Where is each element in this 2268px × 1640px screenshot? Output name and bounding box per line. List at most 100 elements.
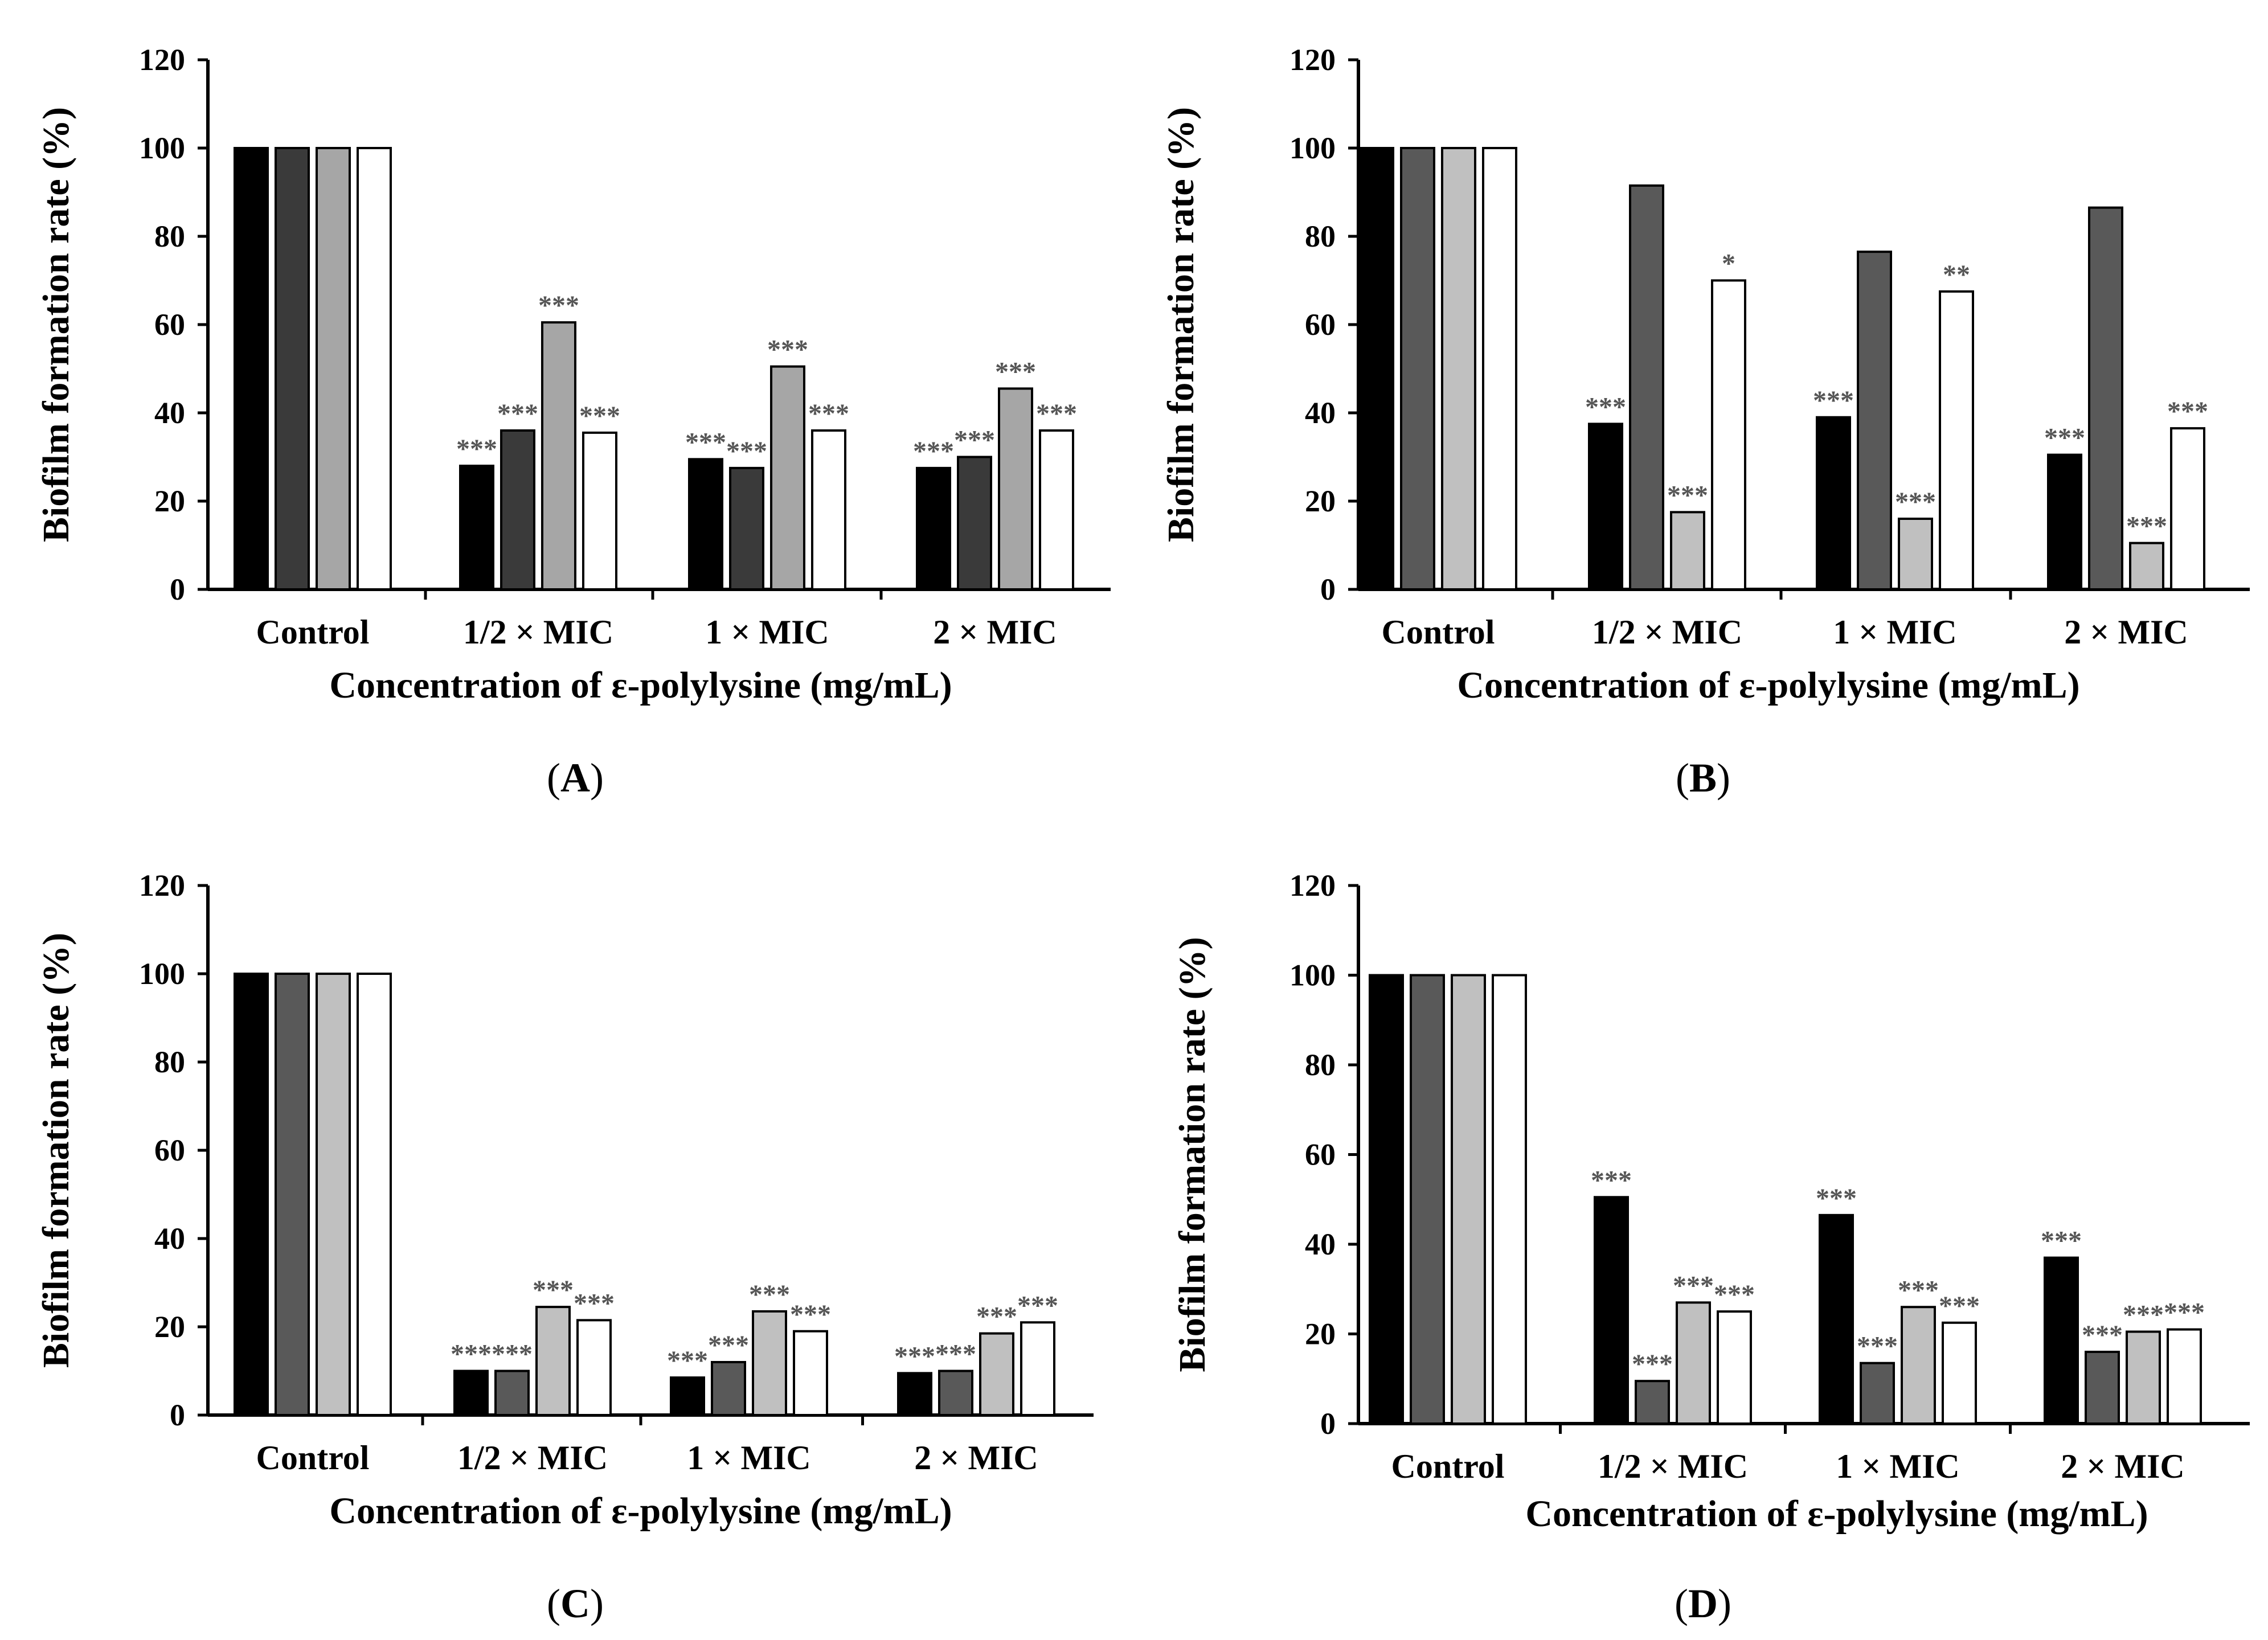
bar [1020, 1321, 1055, 1416]
bar [1819, 1213, 1854, 1425]
x-axis-label: Concentration of ε-polylysine (mg/mL) [1457, 665, 2079, 706]
x-tick-label: 2 × MIC [933, 613, 1057, 651]
bar [234, 973, 269, 1416]
y-tick-label: 100 [1289, 131, 1336, 165]
x-tick-label: 1/2 × MIC [1592, 613, 1742, 651]
bar [998, 387, 1033, 591]
significance-marker: *** [976, 1302, 1017, 1332]
significance-marker: *** [1036, 399, 1077, 429]
significance-marker: *** [1714, 1280, 1755, 1310]
significance-marker: *** [913, 436, 954, 466]
significance-marker: *** [954, 425, 995, 456]
x-axis-label: Concentration of ε-polylysine (mg/mL) [329, 665, 952, 706]
y-tick-label: 80 [154, 1045, 185, 1079]
bar [275, 973, 310, 1416]
panel-label-close: ) [1717, 755, 1730, 801]
y-tick-label: 120 [1289, 43, 1336, 77]
bar [1860, 1362, 1895, 1425]
bar [1492, 974, 1527, 1425]
bar [1635, 1380, 1670, 1425]
x-tick-label: 1 × MIC [1833, 613, 1957, 651]
significance-marker: *** [1898, 1275, 1939, 1305]
y-tick-label: 20 [154, 1310, 185, 1344]
significance-marker: *** [726, 436, 767, 466]
bar [316, 147, 351, 591]
significance-marker: *** [1673, 1270, 1714, 1301]
y-axis-label: Biofilm formation rate (%) [35, 107, 77, 542]
bar [811, 429, 846, 591]
bar [793, 1330, 828, 1416]
bar [1039, 429, 1074, 591]
y-tick-label: 80 [1305, 1048, 1336, 1082]
bar [1594, 1196, 1629, 1425]
y-tick-label: 0 [1320, 1407, 1336, 1441]
bar [2126, 1330, 2161, 1425]
x-tick-label: Control [1391, 1448, 1505, 1485]
x-tick-label: Control [1382, 613, 1495, 651]
x-tick-label: 2 × MIC [914, 1439, 1038, 1477]
y-tick-label: 20 [154, 484, 185, 518]
significance-marker: *** [667, 1346, 708, 1376]
significance-marker: *** [574, 1288, 615, 1318]
significance-marker: *** [935, 1339, 976, 1370]
panel-label-close: ) [590, 755, 604, 801]
bar [1816, 416, 1851, 591]
panel-label: (C) [547, 1581, 604, 1626]
panel-label-open: ( [547, 1581, 560, 1626]
x-tick-label: 2 × MIC [2064, 613, 2188, 651]
bar [459, 465, 494, 591]
significance-marker: *** [2044, 423, 2085, 453]
x-tick-label: 1/2 × MIC [463, 613, 613, 651]
bar [2085, 1351, 2120, 1425]
bar [2088, 206, 2123, 591]
bar [1369, 974, 1404, 1425]
significance-marker: *** [685, 427, 726, 457]
panel-label-open: ( [1676, 755, 1689, 801]
bar [1939, 290, 1974, 591]
panel-label: (A) [547, 755, 604, 801]
significance-marker: *** [790, 1299, 831, 1330]
significance-marker: * [1722, 249, 1735, 279]
y-tick-label: 60 [1305, 1138, 1336, 1172]
x-tick-label: Control [256, 613, 370, 651]
bar [1942, 1321, 1977, 1425]
bar [2170, 427, 2205, 591]
y-tick-label: 60 [154, 1133, 185, 1167]
bar [582, 431, 617, 591]
bar [316, 973, 351, 1416]
x-tick-label: 2 × MIC [2061, 1448, 2185, 1485]
significance-marker: *** [492, 1339, 533, 1370]
y-tick-label: 40 [1305, 1227, 1336, 1261]
x-axis-label: Concentration of ε-polylysine (mg/mL) [1525, 1493, 2148, 1535]
y-tick-label: 120 [1289, 868, 1336, 903]
significance-marker: *** [1813, 386, 1854, 416]
panel-label-close: ) [1718, 1581, 1731, 1626]
bar [357, 973, 392, 1416]
bar [1711, 279, 1746, 591]
significance-marker: *** [808, 399, 849, 429]
x-tick-label: 1 × MIC [705, 613, 829, 651]
significance-marker: *** [2123, 1300, 2164, 1330]
bar [1898, 518, 1933, 591]
significance-marker: *** [1816, 1183, 1857, 1213]
significance-marker: *** [708, 1330, 749, 1360]
bar [957, 456, 992, 591]
significance-marker: *** [749, 1280, 790, 1310]
y-tick-label: 120 [139, 868, 185, 903]
bar [357, 147, 392, 591]
bar [1441, 147, 1476, 591]
bar [979, 1332, 1014, 1416]
bar [1410, 974, 1445, 1425]
significance-marker: *** [451, 1339, 492, 1370]
panel-label-close: ) [590, 1581, 604, 1626]
y-tick-label: 40 [1305, 396, 1336, 430]
y-tick-label: 0 [170, 1398, 185, 1432]
significance-marker: *** [533, 1275, 574, 1305]
y-tick-label: 40 [154, 396, 185, 430]
significance-marker: *** [1895, 487, 1936, 517]
significance-marker: *** [579, 401, 620, 431]
bar [1857, 251, 1892, 591]
bar [729, 466, 764, 591]
